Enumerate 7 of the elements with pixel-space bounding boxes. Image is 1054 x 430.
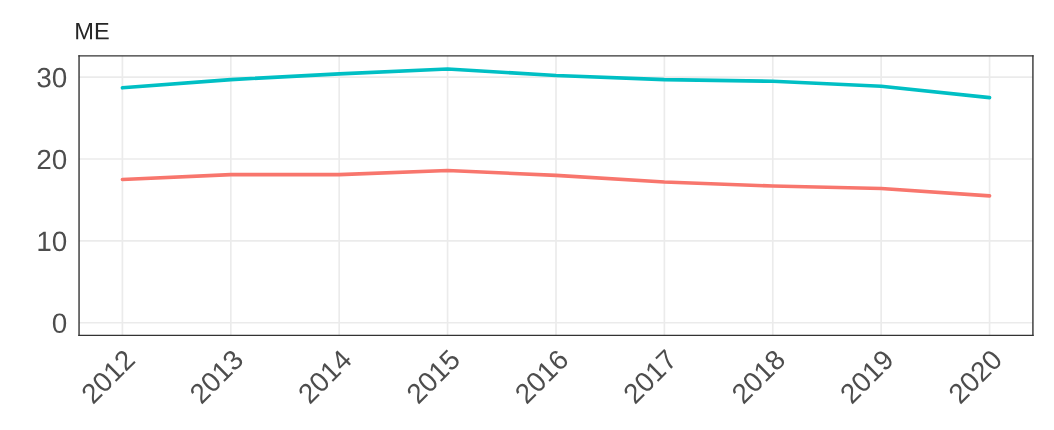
y-tick-label: 30 [37,67,67,88]
y-tick-label: 10 [38,231,67,252]
line-series [120,67,992,100]
y-tick-label: 0 [52,313,67,334]
y-tick-label: 20 [37,149,67,170]
chart-title: ME [76,22,109,40]
line-series [120,168,992,198]
